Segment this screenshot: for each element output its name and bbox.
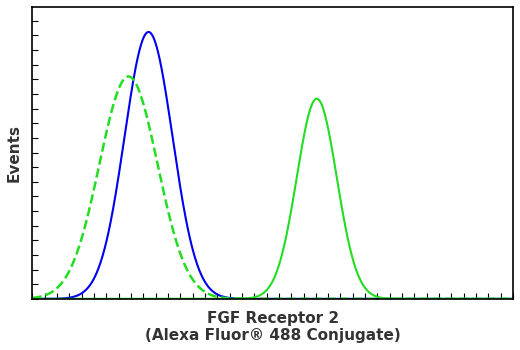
X-axis label: FGF Receptor 2
(Alexa Fluor® 488 Conjugate): FGF Receptor 2 (Alexa Fluor® 488 Conjuga… xyxy=(145,311,400,343)
Y-axis label: Events: Events xyxy=(7,124,22,182)
